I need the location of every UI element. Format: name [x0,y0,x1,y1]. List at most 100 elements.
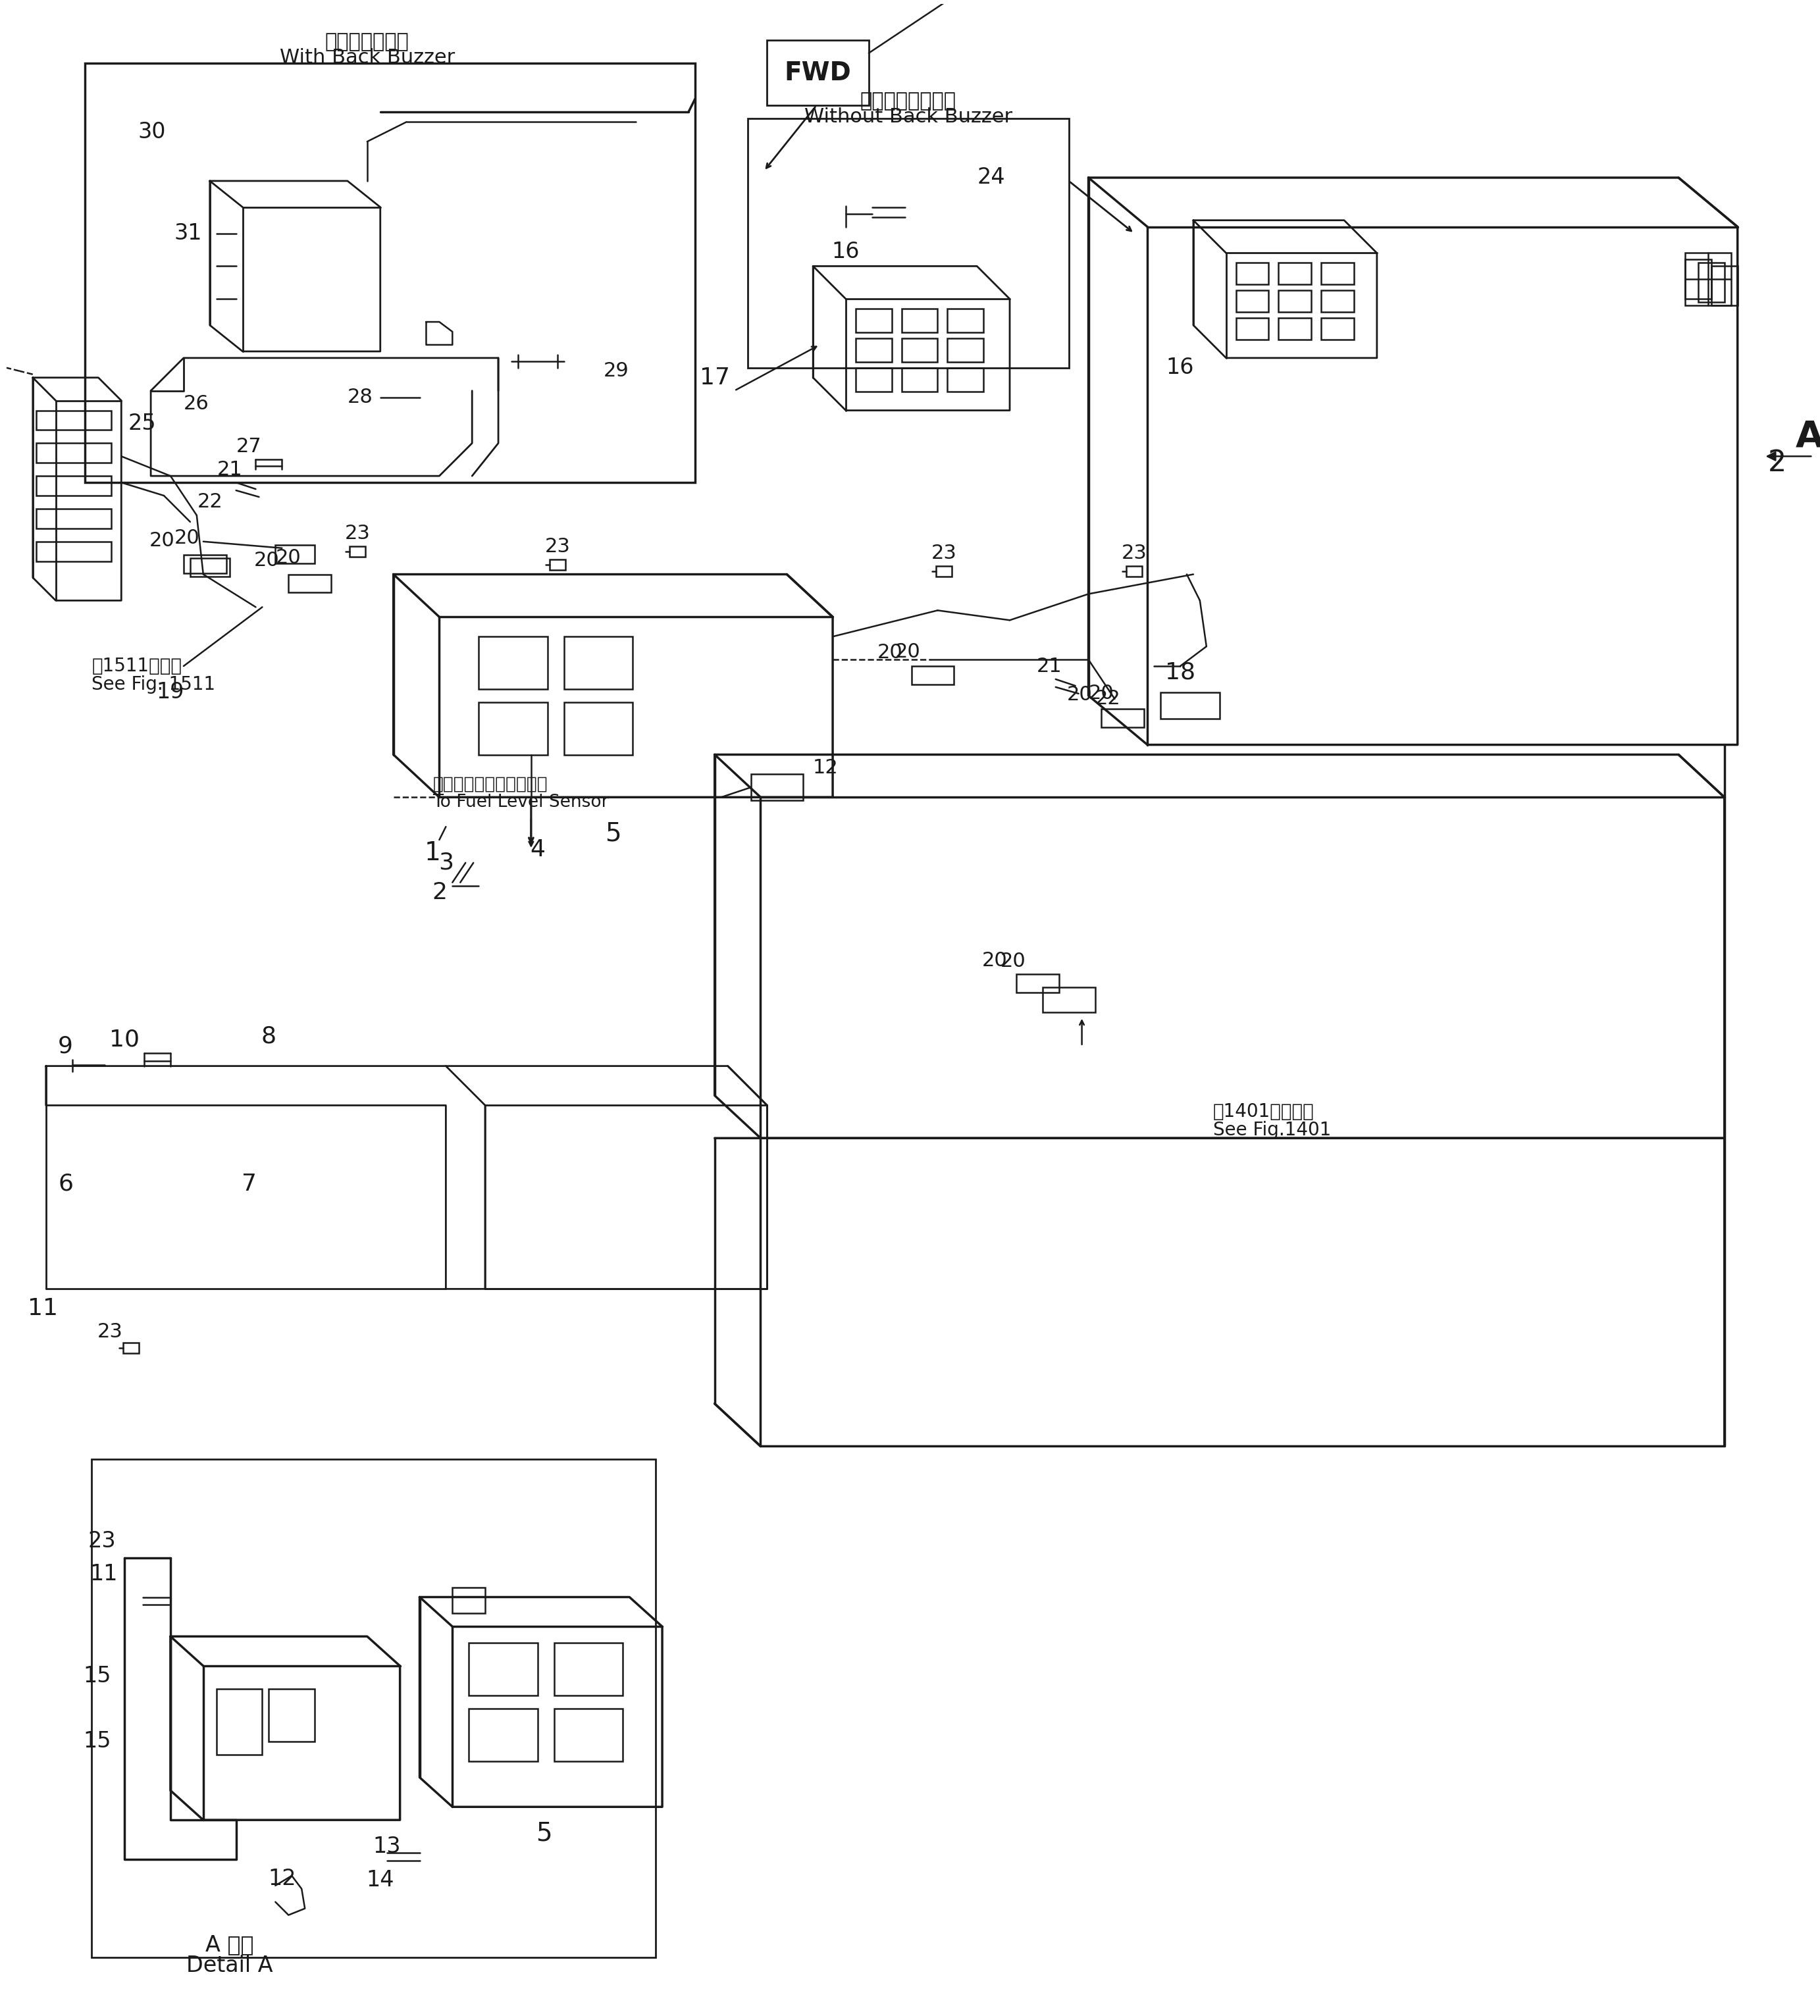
Bar [470,1643,537,1695]
Bar [948,339,983,363]
Text: 31: 31 [173,222,202,244]
Bar [1685,254,1731,306]
Text: A 詳細: A 詳細 [206,1933,253,1956]
Bar [564,702,633,754]
Bar [855,308,892,333]
Text: 4: 4 [530,839,546,861]
Text: 20: 20 [277,548,302,566]
Bar [948,367,983,391]
Text: 第1401　図参照: 第1401 図参照 [1212,1103,1314,1121]
Bar [189,558,229,577]
Bar [1321,290,1354,312]
Text: 5: 5 [537,1820,551,1845]
Bar [1016,974,1059,992]
Bar [912,665,954,685]
Text: 16: 16 [1167,357,1194,379]
Text: 12: 12 [814,758,839,778]
Text: 23: 23 [87,1530,116,1552]
Text: 20: 20 [895,643,921,661]
Text: 25: 25 [127,413,157,433]
Text: 9: 9 [58,1034,73,1058]
Text: ハックフサー付: ハックフサー付 [326,32,410,52]
Bar [453,1587,486,1613]
Bar [349,546,366,556]
Text: 20: 20 [1088,683,1114,704]
Bar [1236,290,1269,312]
Text: 23: 23 [932,544,957,562]
Text: 7: 7 [242,1173,257,1195]
Bar [1321,262,1354,284]
Bar [289,575,331,593]
Text: 11: 11 [27,1298,58,1320]
Text: 30: 30 [138,121,166,143]
Text: 23: 23 [1121,544,1147,562]
Text: 2: 2 [431,881,448,903]
Text: With Back Buzzer: With Back Buzzer [280,48,455,67]
Bar [553,1708,622,1762]
Bar [1321,319,1354,339]
Bar [564,637,633,689]
Text: 15: 15 [84,1665,111,1687]
Text: Without Back Buzzer: Without Back Buzzer [804,107,1012,127]
Text: See Fig. 1511: See Fig. 1511 [91,675,215,694]
Text: 20: 20 [983,952,1008,970]
Bar [768,40,868,105]
Text: 20: 20 [175,528,200,548]
Text: 3: 3 [439,851,453,875]
Bar [36,444,111,464]
Bar [275,544,315,562]
Bar [1236,319,1269,339]
Text: 22: 22 [1096,689,1121,708]
Bar [479,637,548,689]
Text: 12: 12 [268,1869,297,1889]
Bar [36,542,111,560]
Bar [124,1343,138,1353]
Text: 22: 22 [197,492,222,512]
Text: 20: 20 [149,532,175,550]
Bar [36,508,111,528]
Text: 20: 20 [255,550,280,571]
Bar [36,411,111,429]
Bar [86,62,695,482]
Bar [1685,260,1711,298]
Bar [1101,710,1145,728]
Text: 19: 19 [157,681,184,704]
Bar [91,1460,655,1958]
Text: To Fuel Level Sensor: To Fuel Level Sensor [433,794,610,810]
Bar [855,339,892,363]
Bar [217,1689,262,1754]
Bar [1043,988,1096,1012]
Text: 23: 23 [96,1322,124,1341]
Text: 10: 10 [109,1028,140,1050]
Bar [750,774,803,800]
Text: 21: 21 [217,460,242,480]
Text: 14: 14 [366,1869,395,1891]
Text: 20: 20 [1001,952,1026,970]
Text: A: A [1796,419,1820,454]
Bar [36,476,111,496]
Text: 20: 20 [1067,685,1092,704]
Text: ハックフサーなし: ハックフサーなし [861,91,956,111]
Text: 2: 2 [1767,450,1785,478]
Text: 15: 15 [84,1730,111,1752]
Text: 1: 1 [424,841,440,865]
Text: 27: 27 [237,437,262,456]
Bar [1279,262,1312,284]
Text: 20: 20 [877,643,903,661]
Bar [553,1643,622,1695]
Bar [470,1708,537,1762]
Text: 16: 16 [832,240,859,262]
Bar [901,308,937,333]
Text: 6: 6 [58,1173,73,1195]
Text: See Fig.1401: See Fig.1401 [1212,1121,1330,1139]
Bar [1161,691,1219,718]
Text: Detail A: Detail A [186,1956,273,1976]
Bar [550,558,566,571]
Bar [1236,262,1269,284]
Text: 23: 23 [344,524,369,542]
Bar [748,119,1068,367]
Text: 24: 24 [977,167,1005,190]
Text: 23: 23 [544,536,570,556]
Bar [269,1689,315,1742]
Text: フェエルレベルセンサへ: フェエルレベルセンサへ [433,776,548,792]
